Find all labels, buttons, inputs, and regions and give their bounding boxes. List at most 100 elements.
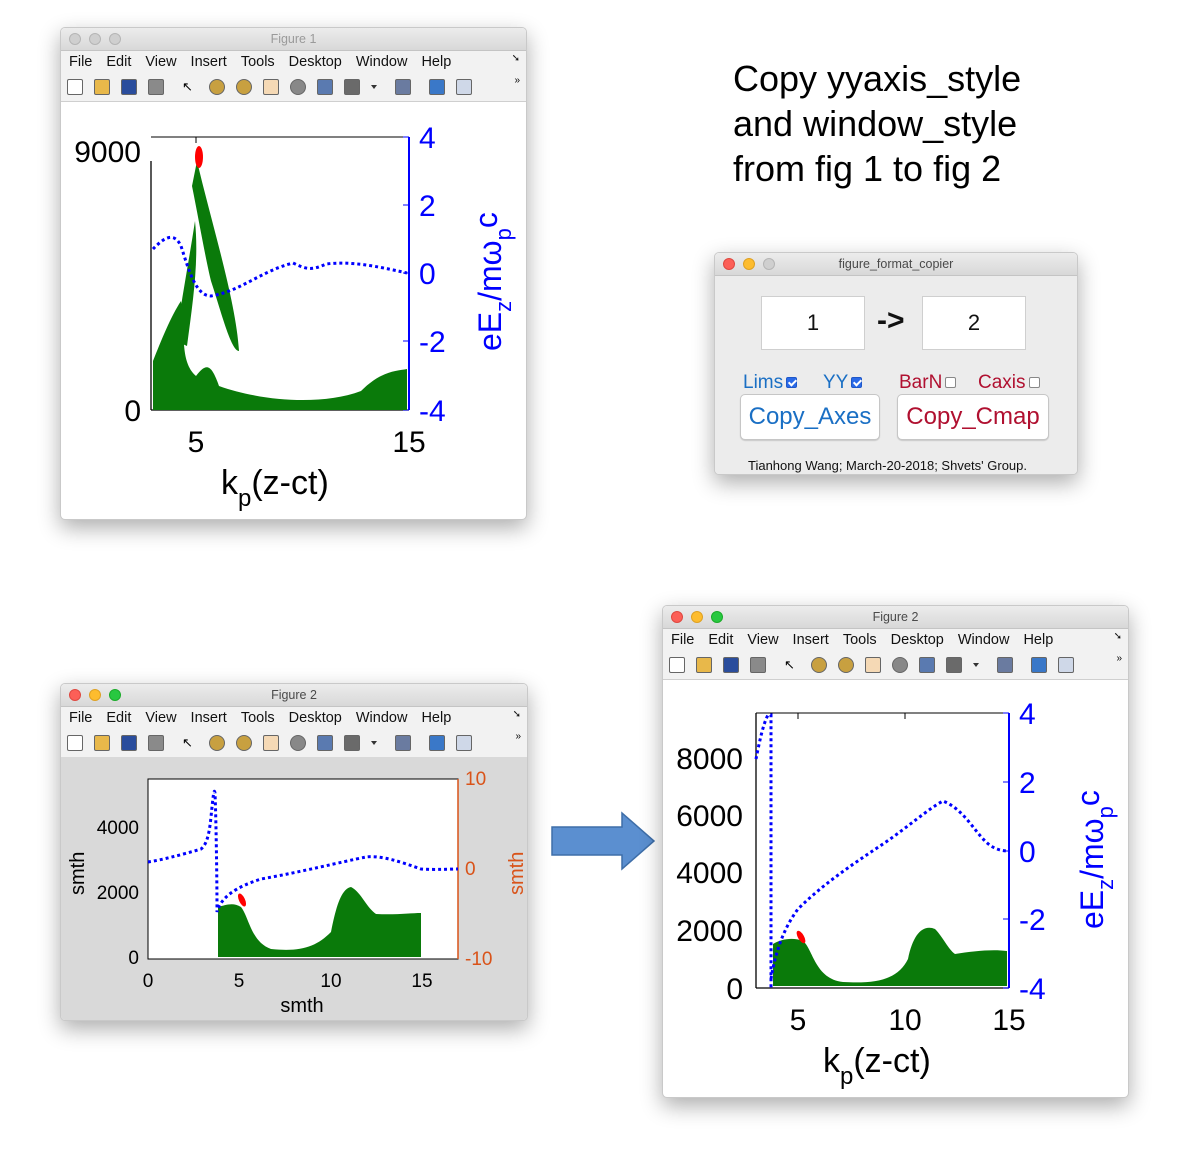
toolbar-overflow-icon[interactable]: » bbox=[1116, 653, 1122, 664]
menu-insert[interactable]: Insert bbox=[190, 54, 227, 70]
zoom-in-icon[interactable] bbox=[811, 657, 827, 673]
legend-icon[interactable] bbox=[456, 79, 472, 95]
menu-overflow-icon[interactable]: ➘ bbox=[511, 53, 520, 64]
colorbar-icon[interactable] bbox=[429, 79, 445, 95]
data-cursor-icon[interactable] bbox=[919, 657, 935, 673]
lims-checkbox[interactable]: Lims bbox=[743, 372, 798, 394]
caxis-check-icon[interactable] bbox=[1028, 377, 1040, 389]
menu-window[interactable]: Window bbox=[355, 710, 408, 726]
copy-axes-button[interactable]: Copy_Axes bbox=[740, 394, 880, 440]
figure-2-before-plot[interactable]: 4000 2000 0 smth 10 0 -10 smth 0 5 10 15… bbox=[61, 757, 527, 1020]
open-file-icon[interactable] bbox=[94, 735, 110, 751]
menu-overflow-icon[interactable]: ➘ bbox=[1113, 631, 1122, 642]
new-figure-icon[interactable] bbox=[67, 79, 83, 95]
menu-window[interactable]: Window bbox=[355, 54, 408, 70]
save-icon[interactable] bbox=[121, 735, 137, 751]
data-cursor-icon[interactable] bbox=[317, 735, 333, 751]
minimize-button[interactable] bbox=[89, 33, 101, 45]
caxis-checkbox[interactable]: Caxis bbox=[978, 372, 1040, 394]
figure-2-after-plot[interactable]: 8000 6000 4000 2000 0 4 2 0 -2 -4 5 10 1… bbox=[663, 679, 1128, 1097]
menu-file[interactable]: File bbox=[671, 632, 695, 648]
save-icon[interactable] bbox=[121, 79, 137, 95]
menu-desktop[interactable]: Desktop bbox=[288, 710, 342, 726]
menu-help[interactable]: Help bbox=[421, 710, 452, 726]
print-icon[interactable] bbox=[148, 735, 164, 751]
zoom-out-icon[interactable] bbox=[236, 735, 252, 751]
legend-icon[interactable] bbox=[456, 735, 472, 751]
zoom-button[interactable] bbox=[109, 689, 121, 701]
close-button[interactable] bbox=[671, 611, 683, 623]
menu-overflow-icon[interactable]: ➘ bbox=[512, 709, 521, 720]
menu-tools[interactable]: Tools bbox=[240, 54, 275, 70]
barn-checkbox[interactable]: BarN bbox=[899, 372, 957, 394]
menu-edit[interactable]: Edit bbox=[708, 632, 734, 648]
menu-window[interactable]: Window bbox=[957, 632, 1010, 648]
pan-icon[interactable] bbox=[263, 735, 279, 751]
source-figure-field[interactable]: 1 bbox=[761, 296, 865, 350]
brush-dropdown-icon[interactable] bbox=[973, 663, 979, 667]
pointer-icon[interactable]: ↖ bbox=[182, 79, 193, 94]
close-button[interactable] bbox=[69, 689, 81, 701]
figure-1-plot[interactable]: 9000 0 4 2 0 -2 -4 5 15 kp(z-ct) eEz/mωp… bbox=[61, 101, 526, 519]
menu-file[interactable]: File bbox=[69, 54, 93, 70]
menu-file[interactable]: File bbox=[69, 710, 93, 726]
pointer-icon[interactable]: ↖ bbox=[784, 657, 795, 672]
print-icon[interactable] bbox=[750, 657, 766, 673]
zoom-out-icon[interactable] bbox=[838, 657, 854, 673]
menu-view[interactable]: View bbox=[145, 710, 177, 726]
zoom-in-icon[interactable] bbox=[209, 79, 225, 95]
menu-edit[interactable]: Edit bbox=[106, 710, 132, 726]
menu-edit[interactable]: Edit bbox=[106, 54, 132, 70]
zoom-in-icon[interactable] bbox=[209, 735, 225, 751]
zoom-out-icon[interactable] bbox=[236, 79, 252, 95]
menu-desktop[interactable]: Desktop bbox=[890, 632, 944, 648]
link-plot-icon[interactable] bbox=[997, 657, 1013, 673]
zoom-button[interactable] bbox=[109, 33, 121, 45]
brush-icon[interactable] bbox=[344, 79, 360, 95]
toolbar-overflow-icon[interactable]: » bbox=[515, 731, 521, 742]
rotate-3d-icon[interactable] bbox=[892, 657, 908, 673]
menu-view[interactable]: View bbox=[145, 54, 177, 70]
new-figure-icon[interactable] bbox=[669, 657, 685, 673]
colorbar-icon[interactable] bbox=[429, 735, 445, 751]
menu-tools[interactable]: Tools bbox=[240, 710, 275, 726]
zoom-button[interactable] bbox=[711, 611, 723, 623]
legend-icon[interactable] bbox=[1058, 657, 1074, 673]
new-figure-icon[interactable] bbox=[67, 735, 83, 751]
data-cursor-icon[interactable] bbox=[317, 79, 333, 95]
open-file-icon[interactable] bbox=[696, 657, 712, 673]
minimize-button[interactable] bbox=[691, 611, 703, 623]
brush-icon[interactable] bbox=[344, 735, 360, 751]
toolbar-overflow-icon[interactable]: » bbox=[514, 75, 520, 86]
zoom-button[interactable] bbox=[763, 258, 775, 270]
copy-cmap-button[interactable]: Copy_Cmap bbox=[897, 394, 1049, 440]
minimize-button[interactable] bbox=[89, 689, 101, 701]
brush-dropdown-icon[interactable] bbox=[371, 85, 377, 89]
barn-check-icon[interactable] bbox=[945, 377, 957, 389]
pan-icon[interactable] bbox=[263, 79, 279, 95]
minimize-button[interactable] bbox=[743, 258, 755, 270]
close-button[interactable] bbox=[723, 258, 735, 270]
open-file-icon[interactable] bbox=[94, 79, 110, 95]
menu-help[interactable]: Help bbox=[421, 54, 452, 70]
link-plot-icon[interactable] bbox=[395, 735, 411, 751]
close-button[interactable] bbox=[69, 33, 81, 45]
link-plot-icon[interactable] bbox=[395, 79, 411, 95]
rotate-3d-icon[interactable] bbox=[290, 79, 306, 95]
menu-desktop[interactable]: Desktop bbox=[288, 54, 342, 70]
pointer-icon[interactable]: ↖ bbox=[182, 735, 193, 750]
print-icon[interactable] bbox=[148, 79, 164, 95]
lims-check-icon[interactable] bbox=[786, 377, 798, 389]
save-icon[interactable] bbox=[723, 657, 739, 673]
menu-help[interactable]: Help bbox=[1023, 632, 1054, 648]
brush-dropdown-icon[interactable] bbox=[371, 741, 377, 745]
yy-check-icon[interactable] bbox=[851, 377, 863, 389]
rotate-3d-icon[interactable] bbox=[290, 735, 306, 751]
pan-icon[interactable] bbox=[865, 657, 881, 673]
yy-checkbox[interactable]: YY bbox=[823, 372, 863, 394]
menu-view[interactable]: View bbox=[747, 632, 779, 648]
menu-insert[interactable]: Insert bbox=[190, 710, 227, 726]
brush-icon[interactable] bbox=[946, 657, 962, 673]
colorbar-icon[interactable] bbox=[1031, 657, 1047, 673]
target-figure-field[interactable]: 2 bbox=[922, 296, 1026, 350]
